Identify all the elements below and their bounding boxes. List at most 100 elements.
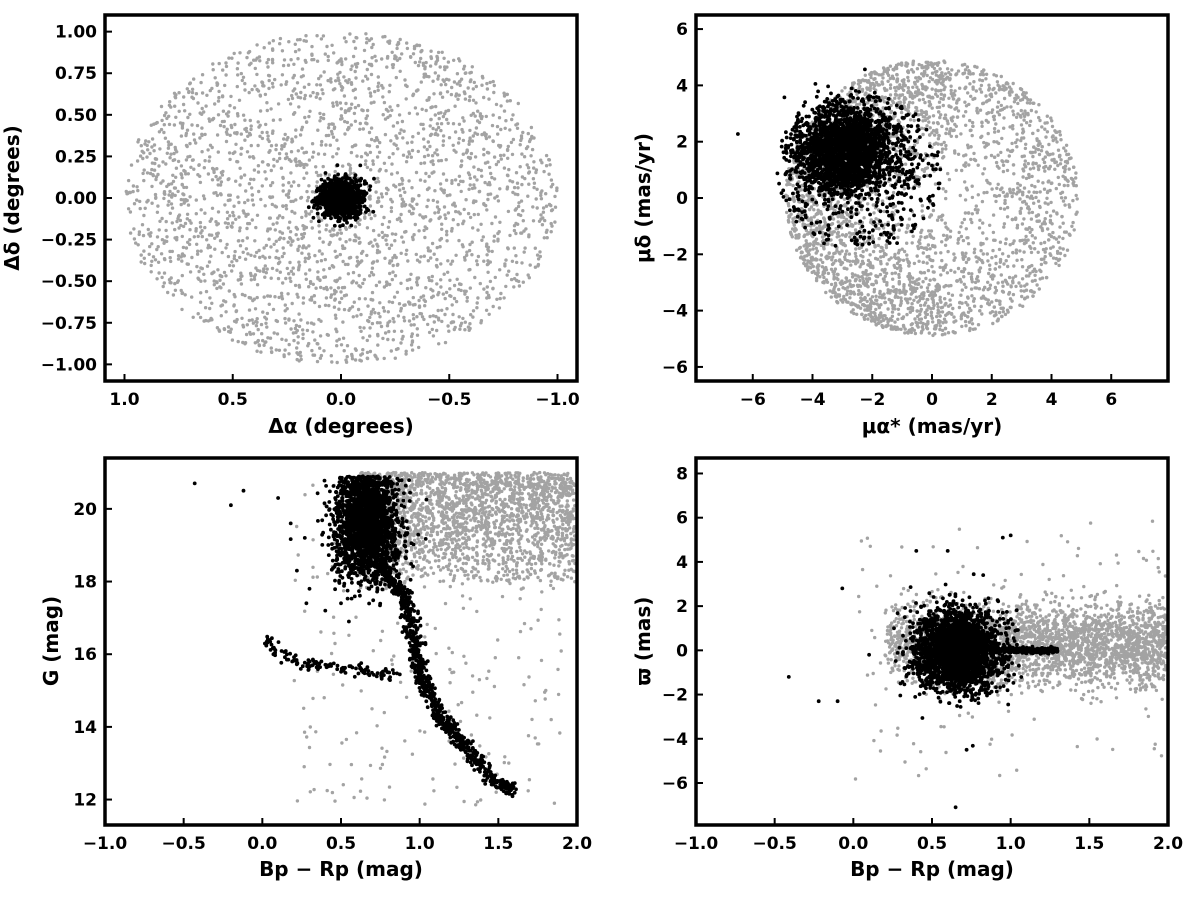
sky-field-point xyxy=(450,85,454,90)
sky-field-point xyxy=(465,250,469,254)
sky-field-point xyxy=(395,121,400,125)
sky-field-point xyxy=(220,173,225,177)
proper-motion-field-point xyxy=(886,307,890,311)
sky-field-point xyxy=(368,326,372,330)
proper-motion-field-point xyxy=(993,130,997,134)
sky-field-point xyxy=(463,328,467,332)
sky-field-point xyxy=(173,104,177,108)
sky-field-point xyxy=(459,77,464,81)
sky-field-point xyxy=(450,226,454,231)
proper-motion-field-point xyxy=(987,271,991,276)
sky-field-point xyxy=(243,118,247,122)
proper-motion-field-point xyxy=(1058,251,1063,256)
sky-field-point xyxy=(505,148,510,153)
sky-field-point xyxy=(448,278,452,282)
sky-field-point xyxy=(332,125,337,129)
proper-motion-field-point xyxy=(1053,167,1057,171)
proper-motion-field-point xyxy=(927,120,931,124)
sky-field-point xyxy=(353,69,357,74)
sky-field-point xyxy=(539,193,543,198)
sky-field-point xyxy=(436,308,440,313)
sky-field-point xyxy=(139,144,143,148)
sky-field-point xyxy=(221,109,226,113)
sky-member-point xyxy=(336,172,340,177)
sky-field-point xyxy=(407,319,412,323)
sky-field-point xyxy=(211,68,215,72)
sky-field-point xyxy=(526,194,530,198)
sky-field-point xyxy=(431,162,435,167)
sky-field-point xyxy=(281,189,285,193)
sky-field-point xyxy=(135,198,139,202)
sky-field-point xyxy=(210,178,215,182)
sky-field-point xyxy=(282,137,286,141)
sky-field-point xyxy=(290,301,294,306)
sky-field-point xyxy=(247,90,251,95)
sky-field-point xyxy=(437,216,441,221)
sky-field-point xyxy=(348,255,353,260)
sky-field-point xyxy=(168,256,172,260)
sky-field-point xyxy=(166,140,171,144)
proper-motion-field-point xyxy=(963,198,968,202)
sky-y-tick-label: −1.00 xyxy=(41,355,97,375)
sky-member-point xyxy=(351,206,356,211)
sky-field-point xyxy=(431,314,435,318)
sky-field-point xyxy=(339,231,343,235)
sky-field-point xyxy=(150,145,154,149)
sky-field-point xyxy=(484,134,488,138)
sky-field-point xyxy=(279,83,283,87)
sky-field-point xyxy=(158,147,162,151)
sky-field-point xyxy=(391,270,395,274)
sky-field-point xyxy=(291,89,295,93)
sky-member-point xyxy=(357,189,362,193)
sky-field-point xyxy=(278,156,282,161)
sky-field-point xyxy=(356,307,361,312)
proper-motion-field-point xyxy=(1049,200,1053,205)
sky-field-point xyxy=(390,200,394,204)
sky-field-point xyxy=(157,228,161,232)
sky-field-point xyxy=(510,259,515,263)
sky-field-point xyxy=(264,340,268,344)
sky-field-point xyxy=(253,84,257,88)
sky-field-point xyxy=(326,54,330,59)
sky-field-point xyxy=(474,84,478,89)
sky-field-point xyxy=(281,175,285,180)
sky-member-point xyxy=(349,184,354,189)
sky-member-point xyxy=(323,213,328,217)
sky-field-point xyxy=(302,151,306,155)
sky-field-point xyxy=(225,127,229,131)
sky-field-point xyxy=(442,205,447,209)
sky-field-point xyxy=(171,173,175,177)
sky-field-point xyxy=(210,206,215,210)
sky-field-point xyxy=(413,60,417,65)
proper-motion-field-point xyxy=(978,218,982,222)
sky-field-point xyxy=(149,270,153,274)
sky-field-point xyxy=(515,126,520,130)
sky-field-point xyxy=(279,291,284,295)
sky-field-point xyxy=(168,280,172,285)
sky-field-point xyxy=(173,281,177,286)
sky-field-point xyxy=(165,116,169,121)
sky-field-point xyxy=(430,171,434,175)
sky-field-point xyxy=(507,269,511,273)
sky-field-point xyxy=(249,143,253,148)
sky-field-point xyxy=(176,279,180,283)
sky-field-point xyxy=(488,165,492,170)
sky-field-point xyxy=(397,113,402,117)
sky-field-point xyxy=(544,153,549,158)
sky-field-point xyxy=(297,260,301,264)
sky-field-point xyxy=(348,306,352,311)
sky-field-point xyxy=(387,41,392,45)
sky-field-point xyxy=(208,306,212,311)
sky-field-point xyxy=(235,132,239,136)
sky-field-point xyxy=(358,218,362,222)
sky-field-point xyxy=(294,233,298,237)
sky-member-point xyxy=(317,219,321,224)
sky-field-point xyxy=(440,308,444,312)
sky-field-point xyxy=(384,238,388,242)
sky-field-point xyxy=(450,303,454,307)
sky-field-point xyxy=(180,182,184,187)
sky-field-point xyxy=(278,118,282,122)
sky-field-point xyxy=(200,106,204,111)
proper-motion-field-point xyxy=(917,75,921,80)
sky-field-point xyxy=(321,240,325,244)
